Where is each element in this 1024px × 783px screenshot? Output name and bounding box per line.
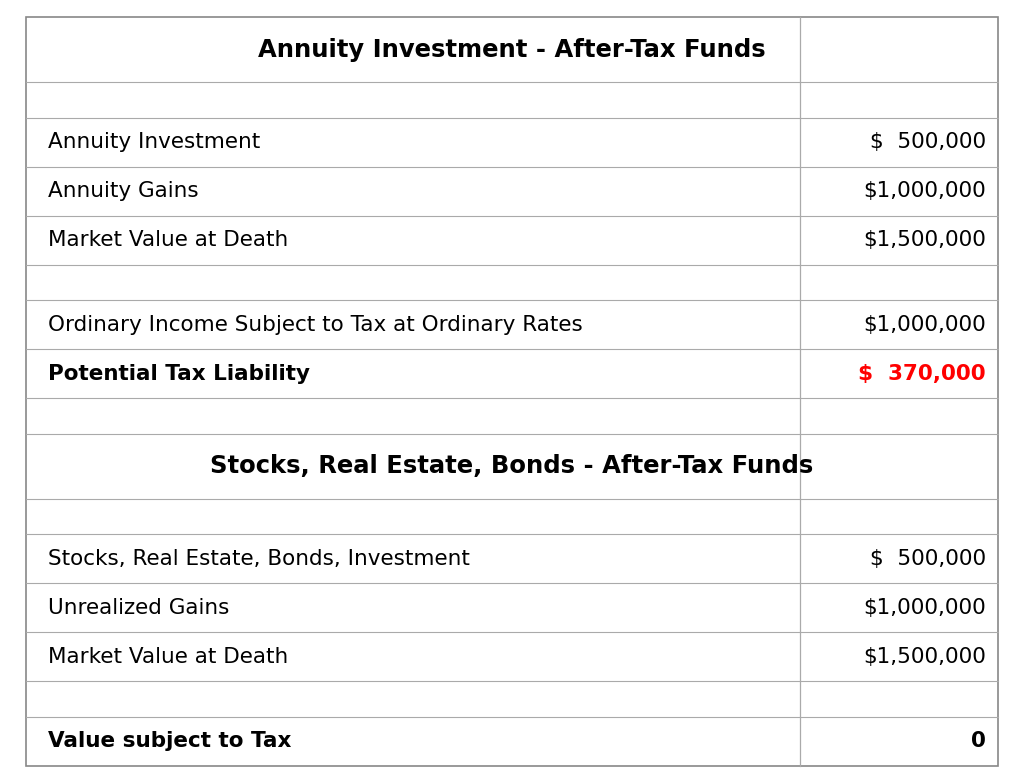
Text: Annuity Gains: Annuity Gains <box>48 181 199 201</box>
Text: Stocks, Real Estate, Bonds - After-Tax Funds: Stocks, Real Estate, Bonds - After-Tax F… <box>210 454 814 478</box>
Text: Market Value at Death: Market Value at Death <box>48 647 289 666</box>
Text: Unrealized Gains: Unrealized Gains <box>48 597 229 618</box>
Text: Stocks, Real Estate, Bonds, Investment: Stocks, Real Estate, Bonds, Investment <box>48 549 470 568</box>
Text: $1,500,000: $1,500,000 <box>863 230 986 250</box>
Text: $1,000,000: $1,000,000 <box>863 315 986 334</box>
Text: Value subject to Tax: Value subject to Tax <box>48 731 292 751</box>
Text: Annuity Investment: Annuity Investment <box>48 132 260 152</box>
Text: $  500,000: $ 500,000 <box>870 132 986 152</box>
Text: $  370,000: $ 370,000 <box>858 364 986 384</box>
Text: $1,000,000: $1,000,000 <box>863 181 986 201</box>
Text: $  500,000: $ 500,000 <box>870 549 986 568</box>
Text: Annuity Investment - After-Tax Funds: Annuity Investment - After-Tax Funds <box>258 38 766 62</box>
Text: Potential Tax Liability: Potential Tax Liability <box>48 364 310 384</box>
Text: Ordinary Income Subject to Tax at Ordinary Rates: Ordinary Income Subject to Tax at Ordina… <box>48 315 583 334</box>
Text: Market Value at Death: Market Value at Death <box>48 230 289 250</box>
Text: 0: 0 <box>971 731 986 751</box>
Text: $1,000,000: $1,000,000 <box>863 597 986 618</box>
Text: $1,500,000: $1,500,000 <box>863 647 986 666</box>
